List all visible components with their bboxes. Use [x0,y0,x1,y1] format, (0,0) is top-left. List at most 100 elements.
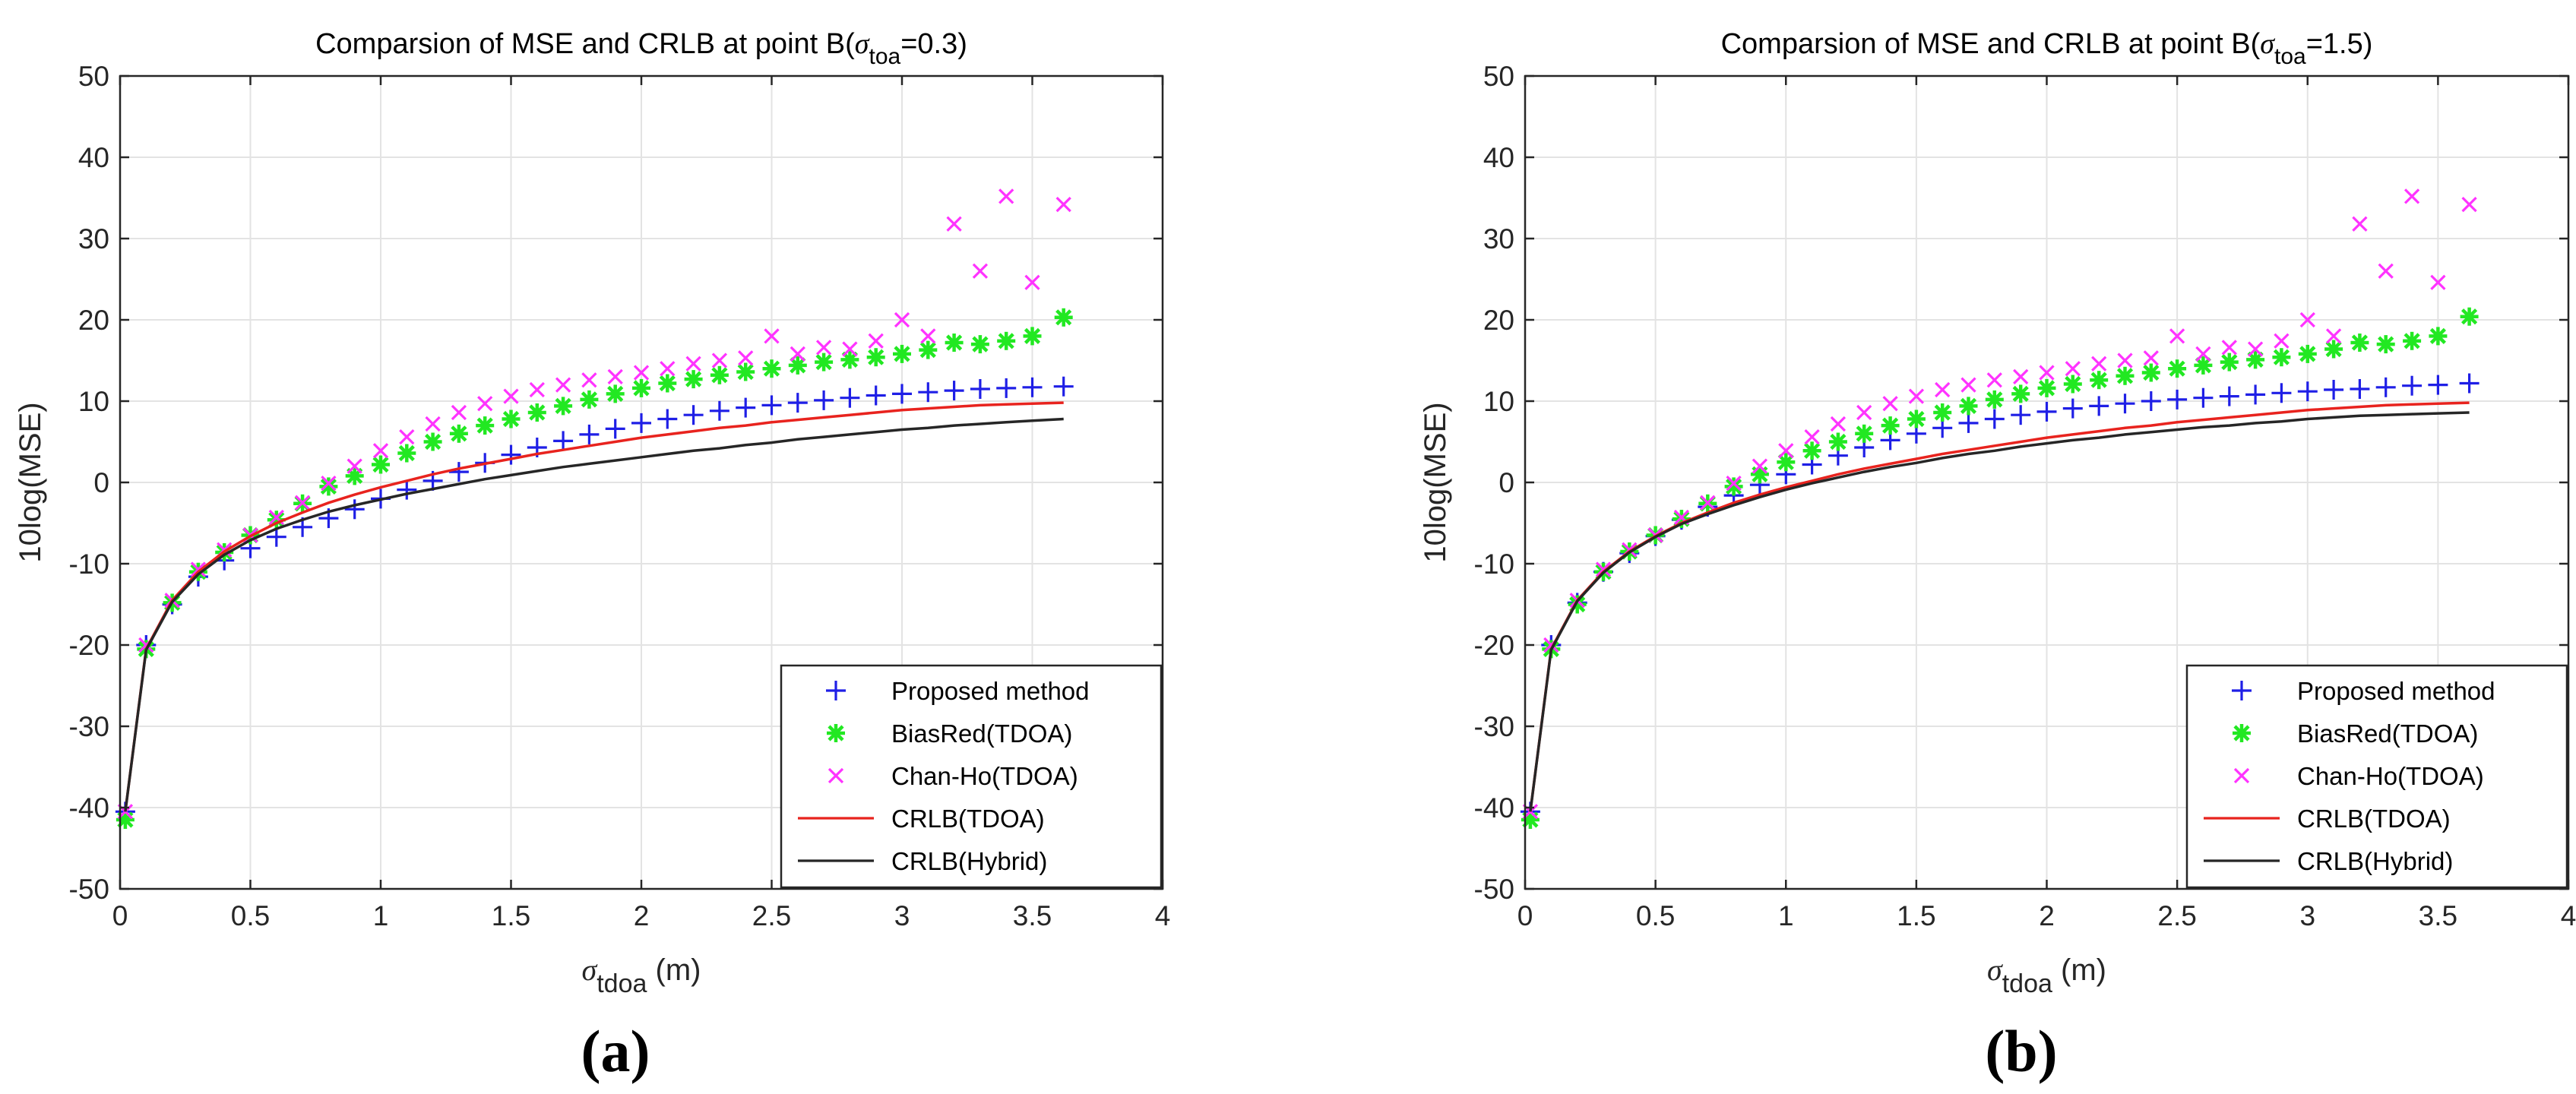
legend-item: CRLB(TDOA) [2204,805,2451,833]
data-point-proposed-method [553,431,574,451]
marker-stroke [2039,365,2055,381]
marker-stroke [2299,311,2315,328]
data-point-biasred-tdoa [423,432,442,451]
marker-stroke [477,396,493,412]
data-point-biasred-tdoa [1023,327,1042,346]
data-point-biasred-tdoa [1750,465,1769,484]
legend: Proposed method BiasRed(TDOA) Chan-Ho(TDOA… [780,664,1163,889]
data-point-biasred-tdoa [554,397,573,416]
y-tick-label: -10 [69,549,109,580]
marker-stroke [1055,196,1071,213]
y-tick-label: -40 [69,792,109,824]
marker-stroke [868,349,885,365]
marker-stroke [1830,433,1847,451]
marker-stroke [1935,381,1951,398]
marker-stroke [842,341,858,357]
x-axis-label-symbol: σ [582,953,598,987]
data-point-biasred-tdoa [658,374,677,393]
marker-stroke [476,417,493,434]
marker-stroke [451,425,467,442]
data-point-chan-ho-tdoa [321,475,337,492]
legend-label: Chan-Ho(TDOA) [2297,762,2484,790]
data-point-chan-ho-tdoa [1986,372,2002,388]
x-tick-label: 0 [1517,900,1533,931]
marker-stroke [2143,364,2160,381]
data-point-proposed-method [579,424,600,444]
data-point-proposed-method [1022,377,1043,397]
data-point-biasred-tdoa [2168,359,2187,378]
marker-stroke [2378,263,2394,279]
marker-stroke [2461,196,2477,213]
x-axis-label-subscript: tdoa [2002,969,2052,998]
marker-stroke [1882,396,1898,412]
data-point-biasred-tdoa [1828,432,1847,451]
data-point-chan-ho-tdoa [2117,353,2133,368]
chart-title-symbol: σ [855,28,870,60]
y-tick-label: 10 [1483,386,1514,417]
data-point-chan-ho-tdoa [2325,328,2342,344]
data-point-chan-ho-tdoa [1700,495,1716,511]
data-point-proposed-method [787,393,808,413]
marker-stroke [764,328,780,344]
marker-stroke [190,561,207,577]
chart-title-prefix: Comparsion of MSE and CRLB at point B( [1721,28,2261,60]
x-tick-label: 2.5 [752,900,791,931]
data-point-chan-ho-tdoa [1055,196,1071,213]
data-point-chan-ho-tdoa [1726,475,1742,492]
legend-marker-swatch [828,767,844,784]
marker-stroke [790,357,806,374]
chart-title-prefix: Comparsion of MSE and CRLB at point B( [315,28,855,60]
data-point-biasred-tdoa [2194,356,2213,375]
marker-stroke [738,350,754,366]
marker-stroke [1726,478,1742,495]
marker-stroke [2090,372,2107,388]
marker-stroke [2233,767,2250,784]
y-tick-label: 50 [78,61,109,92]
legend-box [2185,664,2568,889]
legend-item: BiasRed(TDOA) [2233,719,2478,748]
x-axis-label-suffix: (m) [2052,953,2106,987]
marker-stroke [2221,354,2238,371]
data-point-chan-ho-tdoa [2065,361,2081,377]
panel-label-b: (b) [1985,1018,2057,1084]
data-point-proposed-method [2219,386,2239,406]
data-point-biasred-tdoa [2037,378,2056,397]
data-point-chan-ho-tdoa [1024,274,1040,290]
legend-item: Chan-Ho(TDOA) [828,762,1078,790]
data-point-chan-ho-tdoa [868,333,884,349]
chart-title-suffix: =0.3) [900,28,967,60]
x-tick-label: 2.5 [2157,900,2196,931]
marker-stroke [1673,509,1690,526]
series-line-crlb-hybrid [124,417,1064,812]
legend-label: BiasRed(TDOA) [2297,719,2478,748]
legend-item: Proposed method [826,677,1090,705]
marker-stroke [1986,372,2002,388]
data-point-proposed-method [866,385,886,406]
data-point-proposed-method [2271,383,2292,403]
marker-stroke [2233,725,2250,741]
data-point-biasred-tdoa [684,370,703,389]
data-point-proposed-method [605,419,625,439]
data-point-chan-ho-tdoa [2013,368,2029,385]
data-point-biasred-tdoa [2220,353,2239,372]
data-point-proposed-method [2297,381,2318,402]
data-point-biasred-tdoa [1959,397,1978,416]
data-point-proposed-method [2115,394,2135,414]
marker-stroke [529,381,545,398]
data-point-chan-ho-tdoa [2143,350,2159,366]
marker-stroke [372,443,389,459]
marker-stroke [2461,308,2478,325]
marker-stroke [633,365,650,381]
data-point-chan-ho-tdoa [2169,328,2185,344]
marker-stroke [711,367,728,384]
data-point-proposed-method [2011,405,2031,425]
data-point-biasred-tdoa [2324,340,2343,359]
data-point-chan-ho-tdoa [2039,365,2055,381]
data-point-proposed-method [2459,373,2479,394]
chart-title-suffix: =1.5) [2306,28,2373,60]
legend-item: Proposed method [2232,677,2495,705]
marker-stroke [347,458,362,474]
legend-marker-swatch [826,681,846,700]
y-tick-label: -10 [1474,549,1514,580]
